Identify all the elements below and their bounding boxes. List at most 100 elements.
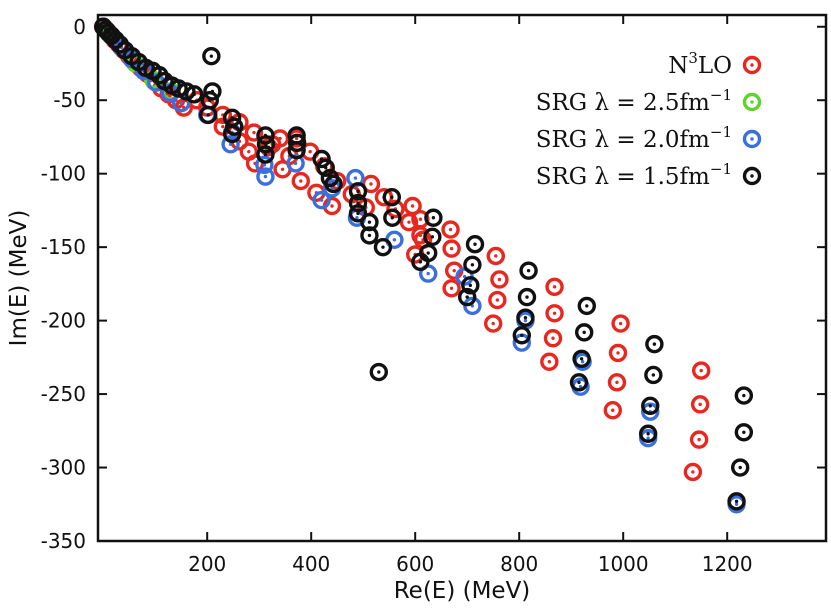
data-point bbox=[411, 252, 430, 272]
data-point bbox=[184, 85, 204, 104]
data-point-dot bbox=[431, 216, 436, 220]
data-point-ring bbox=[638, 424, 658, 443]
data-point-ring bbox=[577, 296, 596, 316]
data-point-dot bbox=[264, 142, 268, 146]
data-point-dot bbox=[294, 148, 299, 152]
data-point-dot bbox=[734, 502, 739, 506]
data-point-ring bbox=[692, 361, 711, 380]
data-point bbox=[411, 210, 430, 229]
legend-label: SRG λ = 2.0fm−1 bbox=[536, 123, 732, 153]
data-point-ring bbox=[611, 314, 630, 333]
data-point-dot bbox=[179, 101, 183, 105]
data-point bbox=[611, 314, 630, 333]
data-point-ring bbox=[256, 145, 275, 164]
data-point-ring bbox=[690, 395, 710, 414]
data-point-ring bbox=[603, 401, 622, 420]
data-point bbox=[316, 158, 335, 178]
data-point-ring bbox=[569, 373, 589, 392]
x-tick-label: 400 bbox=[292, 552, 330, 576]
x-tick-label: 800 bbox=[500, 552, 538, 576]
data-point-ring bbox=[411, 252, 430, 272]
data-point bbox=[516, 308, 535, 327]
legend-marker-ring bbox=[742, 55, 762, 75]
data-point-ring bbox=[484, 314, 503, 333]
data-point-dot bbox=[579, 357, 584, 361]
data-point bbox=[490, 270, 509, 289]
data-point bbox=[222, 124, 242, 144]
data-point-dot bbox=[734, 499, 739, 504]
data-point bbox=[689, 430, 709, 449]
data-point-ring bbox=[540, 352, 559, 371]
data-point-dot bbox=[367, 220, 372, 224]
data-point-dot bbox=[230, 132, 234, 136]
y-tick-label: -150 bbox=[41, 235, 86, 259]
marks-layer bbox=[93, 17, 754, 514]
data-point-ring bbox=[641, 396, 660, 416]
y-tick-label: -200 bbox=[41, 309, 86, 333]
data-point bbox=[383, 208, 402, 227]
legend-marker-ring bbox=[742, 129, 762, 149]
data-point-dot bbox=[418, 260, 423, 264]
data-point bbox=[221, 135, 240, 154]
data-point bbox=[348, 193, 368, 213]
data-point-dot bbox=[615, 380, 619, 385]
data-point-dot bbox=[646, 432, 650, 436]
data-point bbox=[543, 329, 563, 348]
data-point-dot bbox=[551, 336, 555, 340]
data-point-ring bbox=[256, 167, 275, 186]
data-point-dot bbox=[552, 285, 557, 289]
data-point bbox=[607, 373, 627, 392]
data-point-dot bbox=[356, 211, 360, 216]
data-point bbox=[461, 276, 480, 295]
y-tick-label: -250 bbox=[41, 382, 86, 406]
data-point-dot bbox=[293, 161, 298, 166]
data-point bbox=[608, 343, 628, 363]
data-point-dot bbox=[263, 174, 268, 179]
data-point bbox=[373, 237, 393, 257]
data-point-ring bbox=[424, 208, 443, 227]
data-point bbox=[519, 261, 538, 280]
y-tick-label: -50 bbox=[53, 88, 86, 112]
data-point-ring bbox=[312, 190, 331, 210]
data-point-ring bbox=[348, 182, 368, 201]
data-point-dot bbox=[468, 283, 473, 288]
data-point bbox=[683, 462, 703, 482]
data-point-dot bbox=[495, 298, 500, 302]
data-point bbox=[517, 287, 537, 307]
data-point-dot bbox=[228, 142, 233, 146]
data-point-dot bbox=[430, 235, 435, 239]
data-point bbox=[360, 212, 379, 232]
ticks-layer: 200 400 600 800 1000 1200 0 -50 -100 -150 -200 -250… bbox=[41, 15, 826, 576]
data-point-dot bbox=[697, 437, 701, 442]
data-point bbox=[256, 135, 276, 154]
data-point-dot bbox=[356, 201, 360, 205]
data-point-dot bbox=[252, 130, 256, 135]
data-point-dot bbox=[355, 216, 359, 220]
data-point bbox=[244, 123, 264, 142]
data-point-dot bbox=[462, 274, 467, 279]
data-point bbox=[423, 227, 442, 247]
data-point-ring bbox=[348, 193, 368, 213]
data-point-dot bbox=[206, 113, 210, 117]
data-point-ring bbox=[734, 423, 754, 442]
data-point-dot bbox=[381, 245, 385, 249]
data-point-dot bbox=[426, 271, 430, 276]
data-point-dot bbox=[324, 166, 328, 170]
data-point-dot bbox=[208, 98, 212, 102]
data-point bbox=[199, 105, 218, 125]
legend-marker-dot bbox=[750, 100, 754, 104]
legend-marker bbox=[742, 129, 762, 149]
data-point-dot bbox=[525, 295, 529, 299]
data-point-dot bbox=[407, 220, 411, 224]
data-point-ring bbox=[373, 237, 393, 257]
data-point-dot bbox=[698, 402, 702, 407]
data-point-dot bbox=[192, 92, 196, 97]
data-point bbox=[638, 424, 658, 443]
data-point-dot bbox=[369, 182, 373, 186]
data-point-ring bbox=[423, 227, 442, 247]
data-point-dot bbox=[280, 167, 285, 171]
data-point-dot bbox=[651, 373, 656, 377]
data-point-ring bbox=[255, 155, 274, 175]
data-point bbox=[424, 208, 443, 227]
legend-label: SRG λ = 1.5fm−1 bbox=[536, 160, 732, 190]
